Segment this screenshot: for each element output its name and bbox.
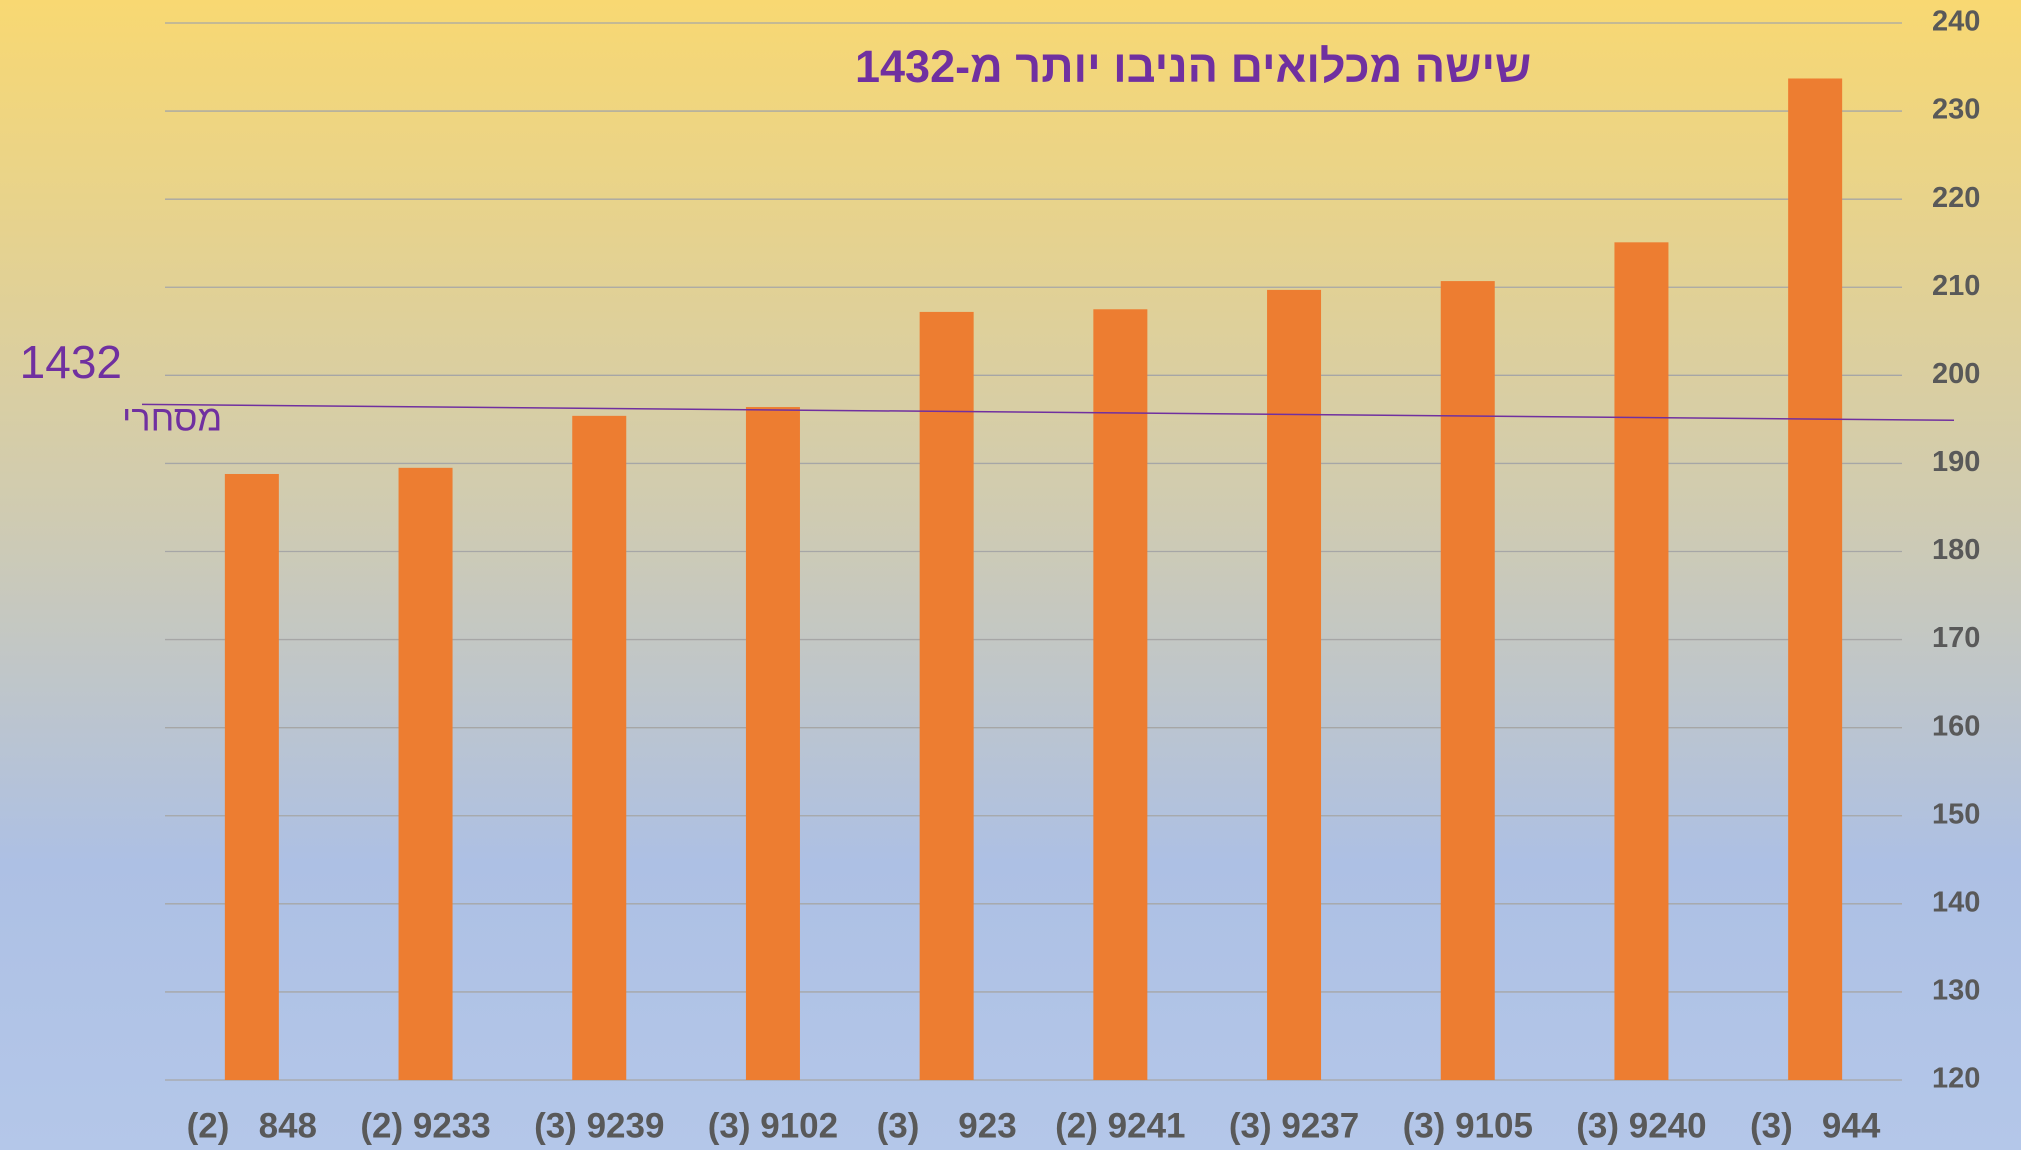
x-tick-label: (3) 9237 <box>1229 1106 1359 1145</box>
y-tick-label: 170 <box>1932 622 1980 654</box>
y-tick-label: 230 <box>1932 94 1980 126</box>
bar <box>1093 309 1148 1080</box>
x-tick-label: (3) 9102 <box>708 1106 838 1145</box>
bar <box>224 473 279 1080</box>
y-tick-label: 160 <box>1932 710 1980 742</box>
y-tick-label: 130 <box>1932 975 1980 1007</box>
y-tick-label: 220 <box>1932 182 1980 214</box>
reference-sublabel: מסחרי <box>122 398 222 439</box>
bar <box>1440 281 1495 1080</box>
bar <box>572 415 627 1080</box>
bar <box>919 311 974 1080</box>
reference-line <box>141 403 1955 422</box>
x-tick-label: (2) 848 <box>187 1106 317 1145</box>
bar <box>745 407 800 1080</box>
bar <box>1614 242 1669 1080</box>
bar <box>1267 289 1322 1081</box>
reference-label: 1432 <box>20 336 122 388</box>
y-tick-label: 200 <box>1932 358 1980 390</box>
y-tick-label: 150 <box>1932 798 1980 830</box>
bar <box>1788 78 1843 1081</box>
bar <box>398 467 453 1081</box>
chart-title: שישה מכלואים הניבו יותר מ-1432 <box>855 41 1531 92</box>
x-tick-label: (3) 9240 <box>1576 1106 1706 1145</box>
y-tick-label: 140 <box>1932 886 1980 918</box>
x-tick-label: (2) 9233 <box>360 1106 490 1145</box>
x-tick-label: (3) 923 <box>877 1106 1017 1145</box>
y-tick-label: 210 <box>1932 270 1980 302</box>
y-tick-label: 190 <box>1932 446 1980 478</box>
y-tick-label: 180 <box>1932 534 1980 566</box>
x-tick-label: (3) 9239 <box>534 1106 664 1145</box>
x-tick-label: (3) 944 <box>1750 1106 1881 1145</box>
y-tick-label: 120 <box>1932 1063 1980 1095</box>
x-tick-label: (3) 9105 <box>1403 1106 1533 1145</box>
y-tick-label: 240 <box>1932 6 1980 38</box>
x-tick-label: (2) 9241 <box>1055 1106 1185 1145</box>
